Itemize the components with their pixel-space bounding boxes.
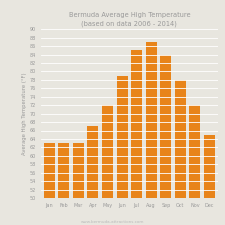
Bar xyxy=(102,105,113,225)
Bar xyxy=(73,143,84,225)
Text: www.bermuda-attractions.com: www.bermuda-attractions.com xyxy=(81,220,144,224)
Bar xyxy=(131,50,142,225)
Bar xyxy=(117,76,128,225)
Bar xyxy=(204,135,215,225)
Bar xyxy=(88,126,98,225)
Bar xyxy=(189,105,200,225)
Bar xyxy=(160,55,171,225)
Bar xyxy=(58,143,69,225)
Bar xyxy=(146,42,157,225)
Title: Bermuda Average High Temperature
(based on data 2006 - 2014): Bermuda Average High Temperature (based … xyxy=(69,11,190,27)
Bar xyxy=(44,143,55,225)
Bar xyxy=(175,80,186,225)
Y-axis label: Average High Temperature (°F): Average High Temperature (°F) xyxy=(22,72,27,155)
